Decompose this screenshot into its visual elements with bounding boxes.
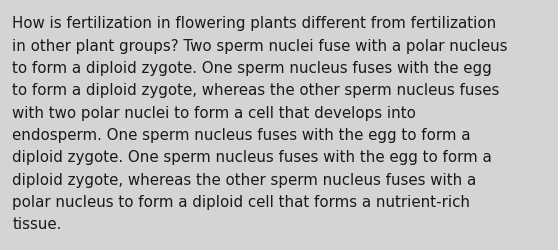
Text: with two polar nuclei to form a cell that develops into: with two polar nuclei to form a cell tha… [12, 105, 416, 120]
Text: to form a diploid zygote. One sperm nucleus fuses with the egg: to form a diploid zygote. One sperm nucl… [12, 61, 492, 76]
Text: tissue.: tissue. [12, 216, 61, 232]
Text: to form a diploid zygote, whereas the other sperm nucleus fuses: to form a diploid zygote, whereas the ot… [12, 83, 499, 98]
Text: diploid zygote, whereas the other sperm nucleus fuses with a: diploid zygote, whereas the other sperm … [12, 172, 477, 187]
Text: in other plant groups? Two sperm nuclei fuse with a polar nucleus: in other plant groups? Two sperm nuclei … [12, 38, 508, 54]
Text: How is fertilization in flowering plants different from fertilization: How is fertilization in flowering plants… [12, 16, 497, 31]
Text: polar nucleus to form a diploid cell that forms a nutrient-rich: polar nucleus to form a diploid cell tha… [12, 194, 470, 209]
Text: diploid zygote. One sperm nucleus fuses with the egg to form a: diploid zygote. One sperm nucleus fuses … [12, 150, 492, 165]
Text: endosperm. One sperm nucleus fuses with the egg to form a: endosperm. One sperm nucleus fuses with … [12, 128, 471, 142]
